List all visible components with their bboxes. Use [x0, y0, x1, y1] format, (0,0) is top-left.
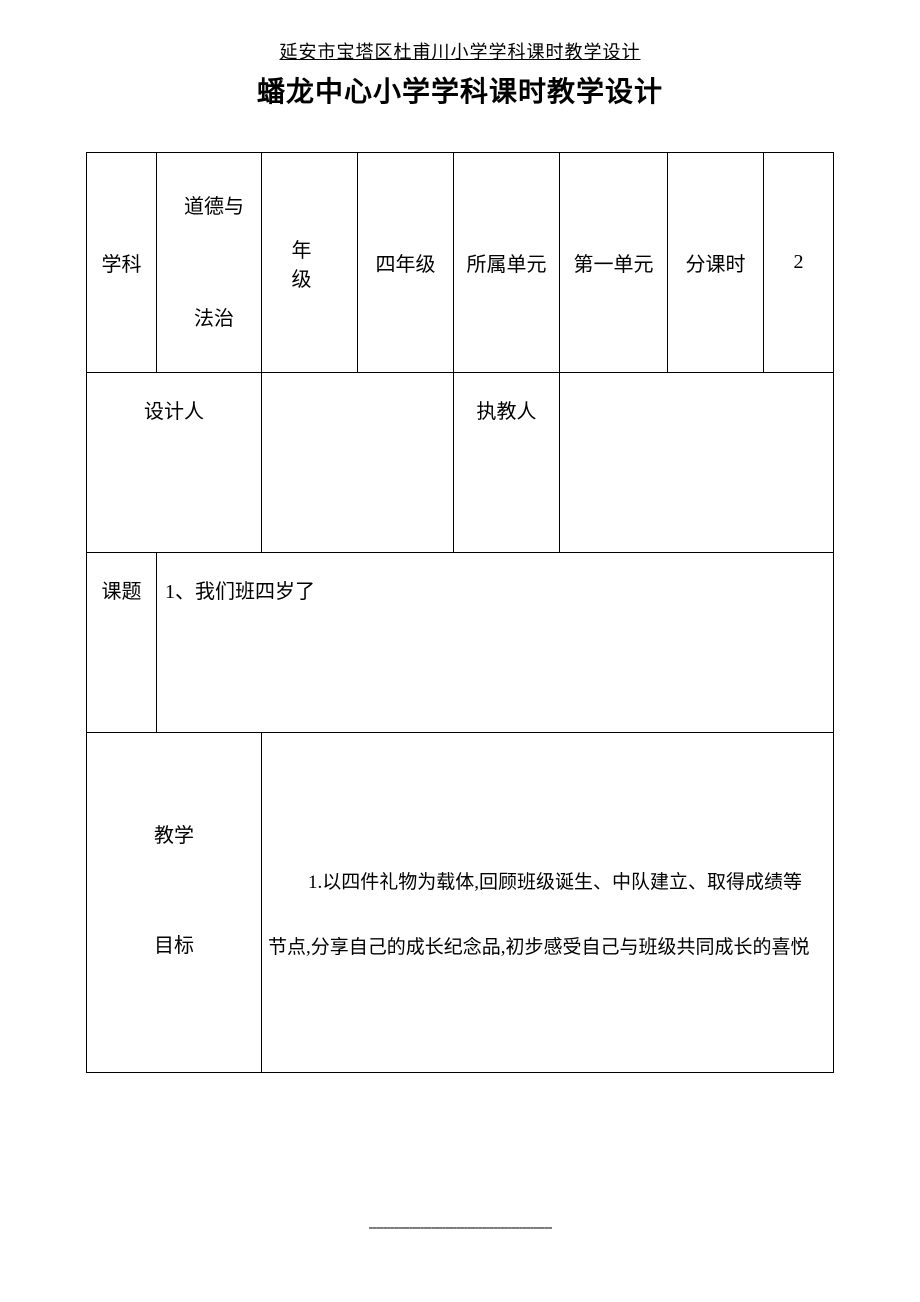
unit-value: 第一单元: [560, 153, 668, 373]
subject-label: 学科: [87, 153, 157, 373]
teacher-value: [560, 373, 834, 553]
page-title: 蟠龙中心小学学科课时教学设计: [0, 70, 920, 110]
period-label: 分课时: [668, 153, 764, 373]
lesson-plan-table: 学科 道德与 法治 年 级 四年级 所属单元 第一单元 分课时 2 设计人 执教…: [86, 152, 834, 1073]
goal-label-line1: 教学: [154, 825, 194, 847]
goal-label: 教学 目标: [87, 733, 262, 1073]
goal-value-line1: 1.以四件礼物为载体,回顾班级诞生、中队建立、取得成绩等: [308, 872, 802, 893]
table-row-goal: 教学 目标 1.以四件礼物为载体,回顾班级诞生、中队建立、取得成绩等 节点,分享…: [87, 733, 834, 1073]
topic-value: 1、我们班四岁了: [157, 553, 834, 733]
page-header: 延安市宝塔区杜甫川小学学科课时教学设计: [0, 38, 920, 64]
teacher-label: 执教人: [454, 373, 560, 553]
subject-value-line1: 道德与: [184, 196, 244, 218]
table-row-subject: 学科 道德与 法治 年 级 四年级 所属单元 第一单元 分课时 2: [87, 153, 834, 373]
topic-label: 课题: [87, 553, 157, 733]
goal-value: 1.以四件礼物为载体,回顾班级诞生、中队建立、取得成绩等 节点,分享自己的成长纪…: [262, 733, 834, 1073]
unit-label: 所属单元: [454, 153, 560, 373]
designer-label: 设计人: [87, 373, 262, 553]
footer-dashes: ----------------------------------------…: [0, 1220, 920, 1236]
table-row-designer: 设计人 执教人: [87, 373, 834, 553]
period-value: 2: [764, 153, 834, 373]
subject-value-line2: 法治: [194, 308, 234, 330]
table-row-topic: 课题 1、我们班四岁了: [87, 553, 834, 733]
subject-value: 道德与 法治: [157, 153, 262, 373]
designer-value: [262, 373, 454, 553]
goal-value-line2: 节点,分享自己的成长纪念品,初步感受自己与班级共同成长的喜悦: [268, 937, 810, 958]
goal-label-line2: 目标: [154, 935, 194, 957]
grade-value: 四年级: [358, 153, 454, 373]
grade-label: 年 级: [262, 153, 358, 373]
